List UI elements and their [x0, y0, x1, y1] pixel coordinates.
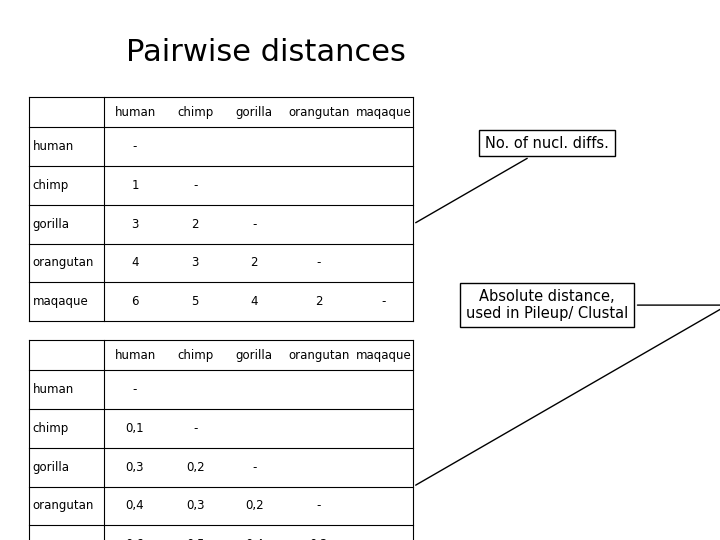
Text: chimp: chimp — [177, 105, 213, 119]
Text: 0,2: 0,2 — [245, 500, 264, 512]
Text: 5: 5 — [192, 295, 199, 308]
Text: chimp: chimp — [32, 422, 68, 435]
Text: 3: 3 — [192, 256, 199, 269]
Text: orangutan: orangutan — [32, 256, 94, 269]
Text: 0,4: 0,4 — [245, 538, 264, 540]
Text: 0,3: 0,3 — [126, 461, 144, 474]
Text: chimp: chimp — [177, 348, 213, 362]
Text: 6: 6 — [131, 295, 139, 308]
Text: 1: 1 — [131, 179, 139, 192]
Text: 4: 4 — [251, 295, 258, 308]
Text: -: - — [132, 140, 138, 153]
Text: 3: 3 — [131, 218, 139, 231]
Text: maqaque: maqaque — [356, 348, 412, 362]
Text: human: human — [32, 140, 73, 153]
Text: -: - — [193, 422, 197, 435]
Text: 2: 2 — [315, 295, 323, 308]
Text: 0,2: 0,2 — [310, 538, 328, 540]
Text: 0,6: 0,6 — [126, 538, 144, 540]
Text: gorilla: gorilla — [235, 348, 273, 362]
Text: 2: 2 — [192, 218, 199, 231]
Text: JC-distance: JC-distance — [0, 539, 1, 540]
Text: human: human — [32, 383, 73, 396]
Text: -: - — [382, 538, 386, 540]
Text: orangutan: orangutan — [288, 348, 350, 362]
Text: maqaque: maqaque — [356, 105, 412, 119]
Text: 2: 2 — [251, 256, 258, 269]
Text: Absolute distance,
used in Pileup/ Clustal: Absolute distance, used in Pileup/ Clust… — [415, 289, 720, 485]
Text: human: human — [114, 348, 156, 362]
Text: chimp: chimp — [32, 179, 68, 192]
Text: -: - — [382, 295, 386, 308]
Text: maqaque: maqaque — [32, 538, 88, 540]
Text: gorilla: gorilla — [32, 461, 69, 474]
Text: gorilla: gorilla — [32, 218, 69, 231]
Text: orangutan: orangutan — [288, 105, 350, 119]
Text: -: - — [317, 500, 321, 512]
Text: Pairwise distances: Pairwise distances — [127, 38, 406, 67]
Text: gorilla: gorilla — [235, 105, 273, 119]
Text: -: - — [317, 256, 321, 269]
Text: 0,5: 0,5 — [186, 538, 204, 540]
Text: 4: 4 — [131, 256, 139, 269]
Text: -: - — [193, 179, 197, 192]
Text: maqaque: maqaque — [32, 295, 88, 308]
Text: -: - — [252, 461, 256, 474]
Text: orangutan: orangutan — [32, 500, 94, 512]
Text: -: - — [252, 218, 256, 231]
Text: 0,1: 0,1 — [126, 422, 144, 435]
Text: 0,4: 0,4 — [126, 500, 144, 512]
Text: -: - — [132, 383, 138, 396]
Text: 0,2: 0,2 — [186, 461, 204, 474]
Text: No. of nucl. diffs.: No. of nucl. diffs. — [415, 136, 609, 222]
Text: human: human — [114, 105, 156, 119]
Text: 0,3: 0,3 — [186, 500, 204, 512]
